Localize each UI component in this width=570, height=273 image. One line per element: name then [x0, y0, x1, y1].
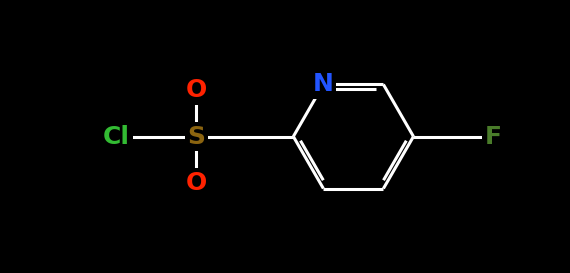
Text: O: O [186, 171, 207, 195]
Text: F: F [484, 124, 502, 149]
Text: Cl: Cl [103, 124, 130, 149]
Text: N: N [313, 73, 334, 96]
Text: S: S [188, 124, 205, 149]
Text: O: O [186, 78, 207, 102]
